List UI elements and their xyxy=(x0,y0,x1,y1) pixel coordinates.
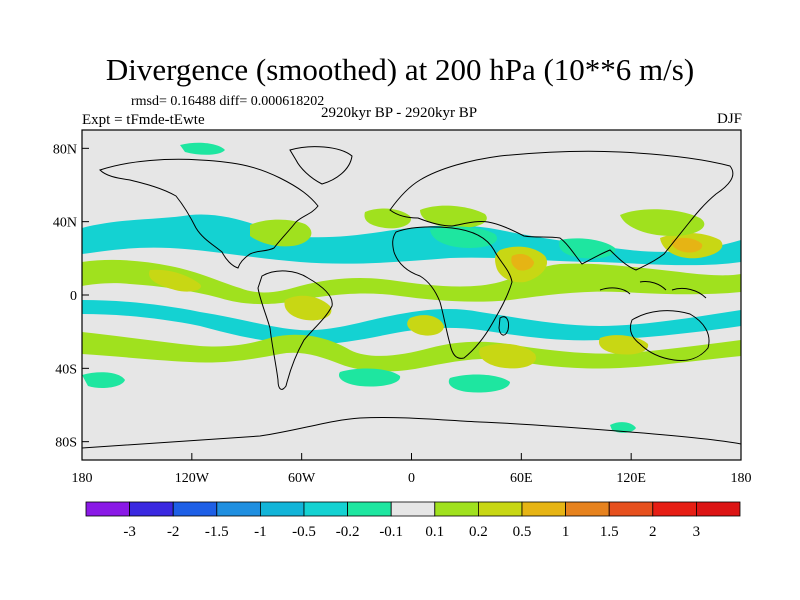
colorbar-label: -0.5 xyxy=(292,524,316,540)
lat-tick-label: 40S xyxy=(55,362,77,377)
colorbar-swatch xyxy=(696,501,741,517)
colorbar-label: 2 xyxy=(649,524,657,540)
experiment-text: Expt = tFmde-tEwte xyxy=(82,112,205,128)
contour-cyan-nafrica xyxy=(180,142,616,259)
coastlines xyxy=(82,146,741,449)
contour-cyan-southern xyxy=(82,368,636,433)
coast-maritime-continent xyxy=(599,281,707,299)
colorbar-label: -2 xyxy=(167,524,180,540)
lat-tick-label: 80N xyxy=(53,142,77,157)
contour-green-south xyxy=(82,332,741,372)
coast-north-america xyxy=(99,158,319,269)
colorbar-label: 3 xyxy=(693,524,701,540)
colorbar: -3 -2 -1.5 -1 -0.5 -0.2 -0.1 0.1 0.2 0.5 1 1.5 2 3 xyxy=(85,501,741,540)
coast-australia xyxy=(629,310,710,361)
colorbar-swatch xyxy=(172,501,218,517)
colorbar-label: 0.1 xyxy=(425,524,444,540)
coast-madagascar xyxy=(498,316,509,336)
colorbar-swatch xyxy=(216,501,261,517)
contour-green-npacific xyxy=(82,259,741,305)
colorbar-label: -0.1 xyxy=(379,524,403,540)
plot-title: Divergence (smoothed) at 200 hPa (10**6 … xyxy=(105,52,695,87)
colorbar-swatch xyxy=(477,501,523,517)
colorbar-swatch xyxy=(608,501,654,517)
colorbar-label: -1.5 xyxy=(205,524,229,540)
contour-yellow-tropics xyxy=(149,232,723,292)
colorbar-swatch xyxy=(652,501,697,517)
season-text: DJF xyxy=(716,111,742,127)
lat-tick-label: 0 xyxy=(70,289,77,304)
lon-tick-label: 120W xyxy=(175,471,210,486)
colorbar-label: 1 xyxy=(562,524,570,540)
coast-eurasia xyxy=(389,150,734,271)
lon-tick-label: 180 xyxy=(72,471,93,486)
lon-tick-label: 0 xyxy=(408,471,415,486)
stats-text: rmsd= 0.16488 diff= 0.000618202 xyxy=(131,94,325,109)
longitude-axis: 180 120W 60W 0 60E 120E 180 xyxy=(72,453,752,486)
lat-tick-label: 80S xyxy=(55,436,77,451)
coast-greenland xyxy=(289,146,353,185)
coast-africa xyxy=(392,226,513,359)
colorbar-swatch xyxy=(565,501,610,517)
coast-antarctica xyxy=(82,416,741,449)
colorbar-label: 0.2 xyxy=(469,524,488,540)
lon-tick-label: 60W xyxy=(288,471,316,486)
lat-tick-label: 40N xyxy=(53,216,77,231)
colorbar-swatch xyxy=(434,501,479,517)
contour-green-natl xyxy=(250,205,705,247)
colorbar-label: 1.5 xyxy=(600,524,619,540)
colorbar-label: -3 xyxy=(123,524,136,540)
colorbar-swatch xyxy=(521,501,566,517)
colorbar-swatch xyxy=(85,501,130,517)
period-text: 2920kyr BP - 2920kyr BP xyxy=(321,105,478,121)
latitude-axis: 80N 40N 0 40S 80S xyxy=(53,142,89,451)
lon-tick-label: 120E xyxy=(616,471,646,486)
colorbar-swatch xyxy=(259,501,305,517)
colorbar-label: -1 xyxy=(254,524,267,540)
divergence-field xyxy=(82,142,741,433)
colorbar-label: -0.2 xyxy=(336,524,360,540)
colorbar-swatch xyxy=(390,501,436,517)
lon-tick-label: 60E xyxy=(510,471,533,486)
coast-south-america xyxy=(257,270,333,390)
colorbar-swatch xyxy=(303,501,348,517)
contour-orange-warmpool xyxy=(511,237,703,271)
colorbar-swatch xyxy=(347,501,392,517)
contour-yellow-south xyxy=(284,295,649,369)
lon-tick-label: 180 xyxy=(731,471,752,486)
colorbar-label: 0.5 xyxy=(513,524,532,540)
colorbar-swatch xyxy=(129,501,174,517)
